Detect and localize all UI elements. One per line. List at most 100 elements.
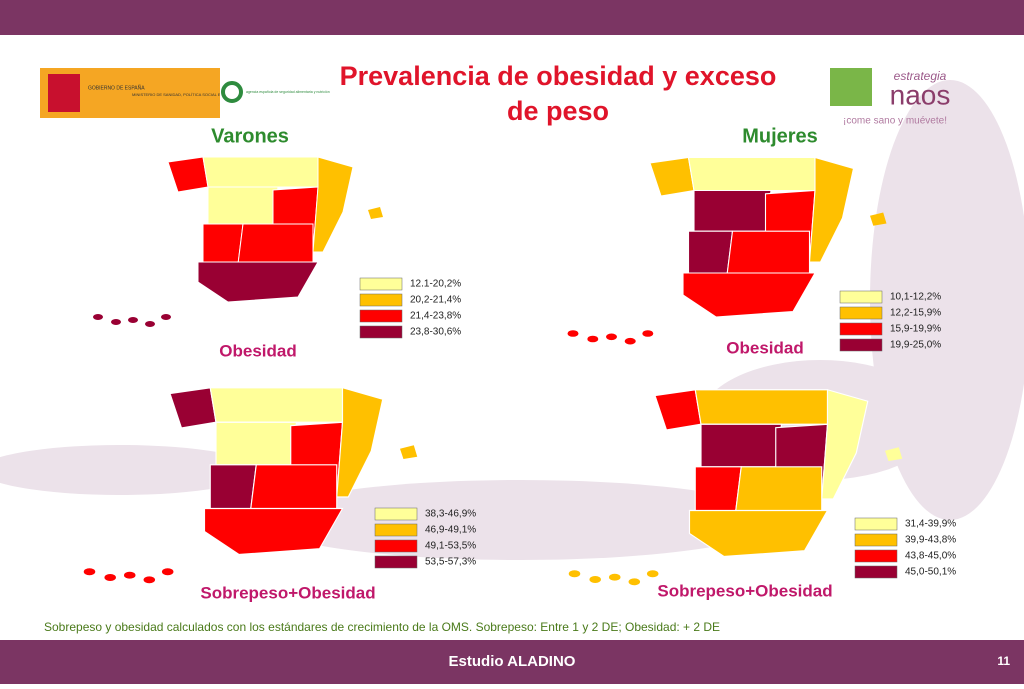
legend-swatch [854,565,898,579]
note: Sobrepeso y obesidad calculados con los … [44,620,720,634]
legend-swatch [374,539,418,553]
legend-label: 31,4-39,9% [905,519,956,530]
region [237,223,314,265]
legend-label: 12.1-20,2% [410,279,461,290]
island [567,330,579,337]
legend-swatch [359,309,403,323]
region [312,156,354,253]
logo-right: estrategia naos ¡come sano y muévete! [830,68,950,127]
island [646,570,659,578]
island [609,573,621,581]
island [111,319,121,325]
legend-label: 10,1-12,2% [890,292,941,303]
legend-label: 49,1-53,5% [425,541,476,552]
column-header: Varones [211,125,289,147]
island [606,333,617,341]
island [628,578,641,586]
region [726,230,811,276]
column-header: Mujeres [742,125,818,147]
island [128,317,138,323]
region [336,386,384,498]
island [568,570,581,578]
map [568,388,903,586]
legend-label: 12,2-15,9% [890,308,941,319]
region [808,156,855,263]
legend-label: 23,8-30,6% [410,327,461,338]
legend-label: 15,9-19,9% [890,324,941,335]
region [687,156,816,192]
maps: 12.1-20,2% 20,2-21,4% 21,4-23,8% 23,8-30,6%… [83,156,956,602]
islands [885,447,903,462]
legend-label: 39,9-43,8% [905,535,956,546]
region [202,156,319,188]
region [700,423,783,468]
legend-label: 19,9-25,0% [890,340,941,351]
legend-swatch [854,517,898,531]
legend-label: 45,0-50,1% [905,567,956,578]
legend-swatch [359,277,403,291]
legend-swatch [854,533,898,547]
island [589,576,601,583]
islands [870,212,887,226]
logo-left: GOBIERNO DE ESPAÑA MINISTERIO DE SANIDAD… [40,68,330,118]
region [197,261,319,303]
logo-name: naos [890,79,951,110]
legend-swatch [839,322,883,336]
legend-swatch [839,290,883,304]
region [209,464,257,512]
island [124,571,136,579]
island [587,335,599,343]
footer-title: Estudio ALADINO [449,653,576,670]
map-label: Obesidad [726,338,803,357]
island [161,314,171,320]
region [687,230,734,276]
region [209,387,344,423]
logo-text: GOBIERNO DE ESPAÑA [88,84,145,91]
island [104,574,116,581]
legend-swatch [374,523,418,537]
island [83,568,96,576]
island [161,568,174,576]
island [143,576,156,584]
legend-label: 53,5-57,3% [425,557,476,568]
island [93,314,103,320]
islands [368,207,383,219]
legend-swatch [374,507,418,521]
region [249,464,338,512]
page-number: 11 [997,654,1010,668]
island [624,337,636,345]
logo-tag: estrategia [894,69,947,83]
legend-label: 20,2-21,4% [410,295,461,306]
islands [400,445,418,460]
legend-label: 21,4-23,8% [410,311,461,322]
logo-slogan: ¡come sano y muévete! [843,116,947,127]
map-label: Sobrepeso+Obesidad [657,581,832,600]
title: Prevalencia de obesidad y exceso [340,61,777,91]
top-bar [0,0,1024,35]
map [93,156,383,327]
region [682,272,816,318]
region [215,421,298,466]
map [567,156,887,345]
legend-swatch [359,293,403,307]
map [83,386,418,584]
region [694,466,742,514]
legend-swatch [854,549,898,563]
region [694,389,829,425]
island [642,330,654,337]
legend-swatch [374,555,418,569]
region [688,509,829,558]
logo-text: agencia española de seguridad alimentari… [246,90,330,94]
island [145,321,155,327]
legend-swatch [839,306,883,320]
legend-swatch [839,338,883,352]
map-label: Obesidad [219,341,296,360]
bottom-bar [0,640,1024,684]
legend-swatch [359,325,403,339]
region [207,186,279,225]
region [693,189,772,232]
legend-label: 43,8-45,0% [905,551,956,562]
logo-text: MINISTERIO DE SANIDAD, POLÍTICA SOCIAL E… [132,92,242,97]
legend-label: 38,3-46,9% [425,509,476,520]
